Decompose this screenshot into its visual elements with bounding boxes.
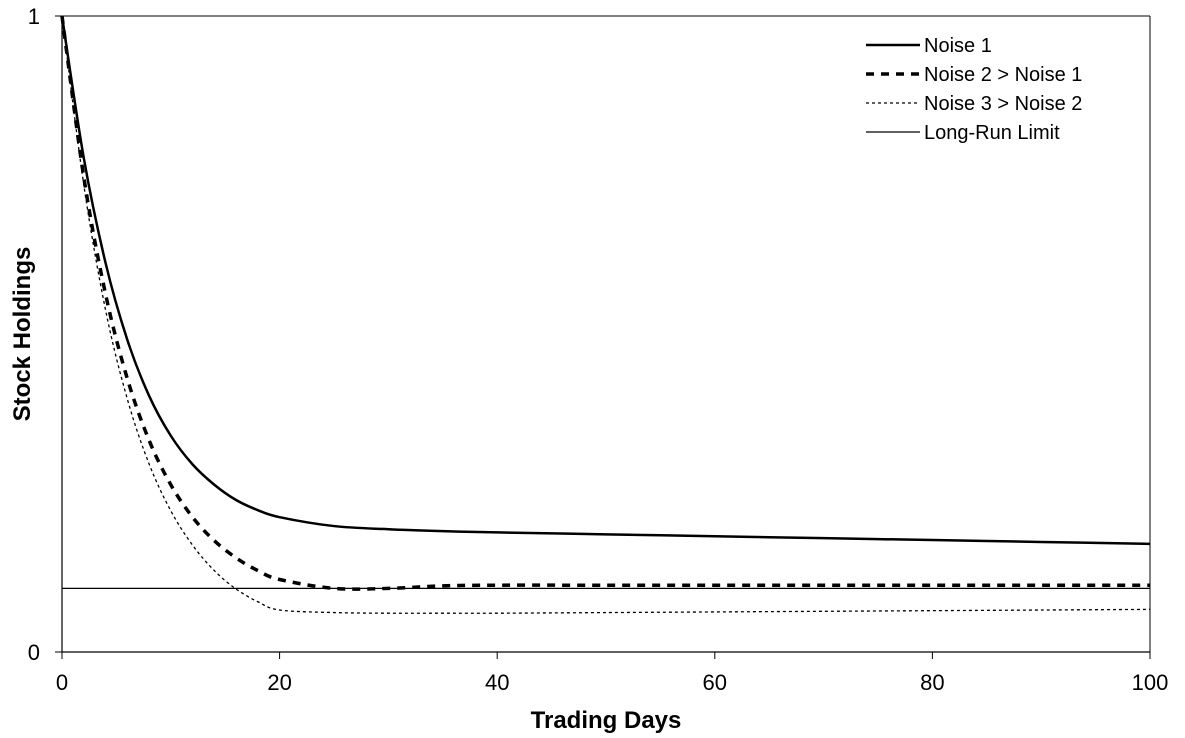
series-layer — [60, 15, 1151, 614]
y-tick-label: 1 — [28, 4, 40, 29]
legend-label-noise-1: Noise 1 — [924, 35, 992, 57]
y-axis-ticks: 01 — [28, 4, 62, 665]
x-axis-ticks: 0 20 40 60 80 100 — [56, 652, 1168, 695]
series-line-noise-1 — [60, 15, 1151, 546]
x-tick-label: 80 — [920, 670, 944, 695]
series-line-noise-3-noise-2 — [61, 15, 1151, 614]
legend-label-noise-3-noise-2: Noise 3 > Noise 2 — [924, 93, 1082, 115]
legend-label-noise-2-noise-1: Noise 2 > Noise 1 — [924, 64, 1082, 86]
legend: Noise 1 Noise 2 > Noise 1 Noise 3 > Noise … — [866, 35, 1082, 144]
legend-label-long-run-limit: Long-Run Limit — [924, 122, 1060, 144]
y-axis-title: Stock Holdings — [9, 247, 36, 422]
x-tick-label: 40 — [485, 670, 509, 695]
x-tick-label: 100 — [1132, 670, 1169, 695]
x-tick-label: 60 — [703, 670, 727, 695]
y-tick-label: 0 — [28, 640, 40, 665]
x-tick-label: 0 — [56, 670, 68, 695]
x-tick-label: 20 — [267, 670, 291, 695]
x-axis-title: Trading Days — [531, 707, 682, 734]
series-line-noise-2-noise-1 — [60, 15, 1150, 591]
